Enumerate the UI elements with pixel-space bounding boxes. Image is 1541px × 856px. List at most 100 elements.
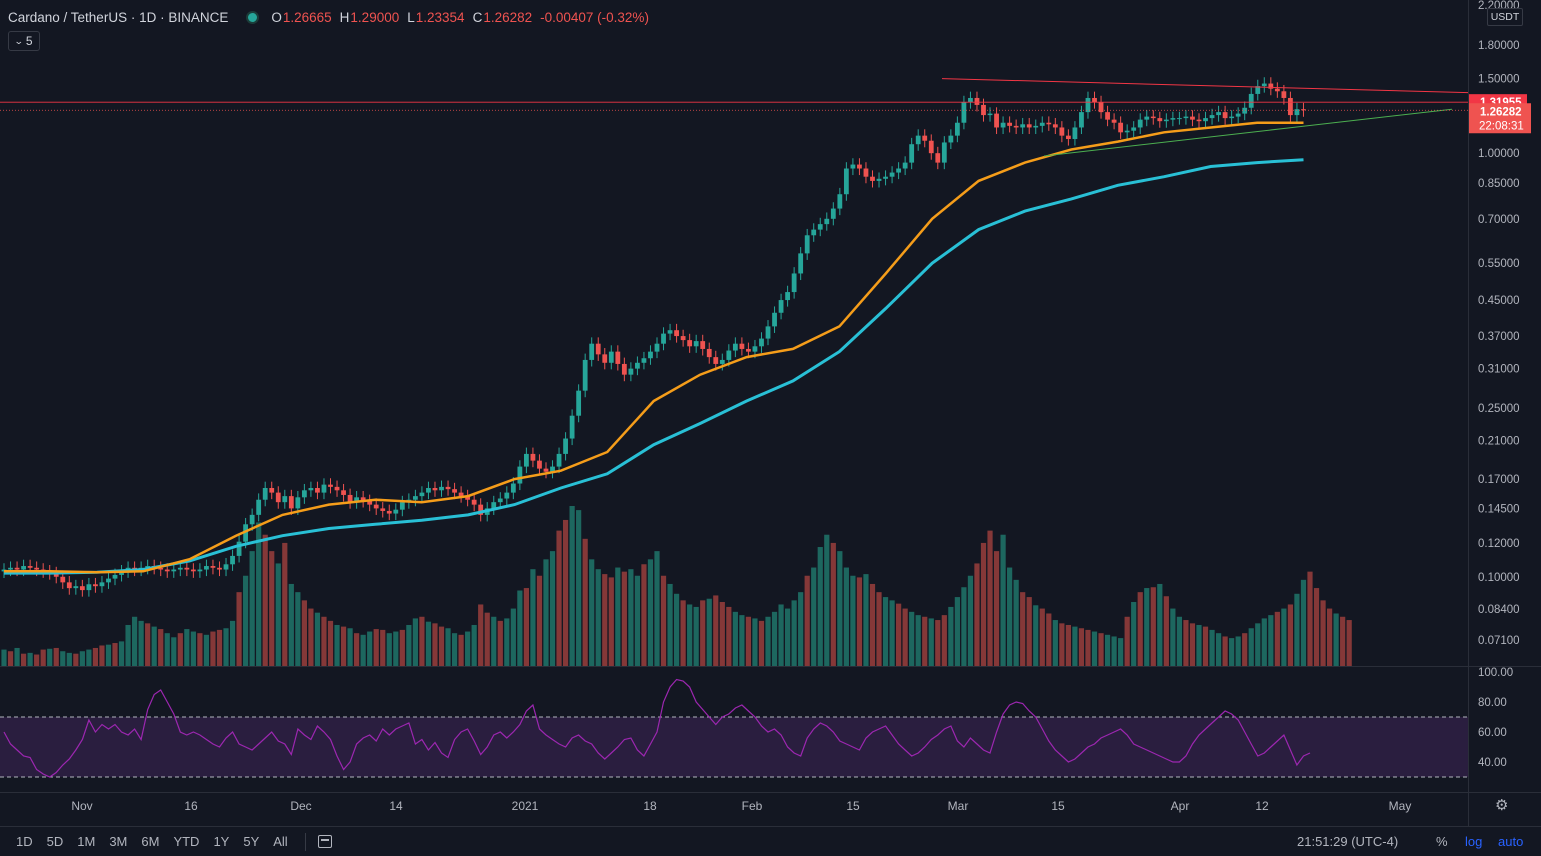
candle-body bbox=[687, 340, 693, 347]
range-1y-button[interactable]: 1Y bbox=[213, 834, 230, 849]
volume-bar bbox=[817, 547, 823, 666]
volume-bar bbox=[882, 597, 889, 666]
candle-body bbox=[1092, 97, 1097, 103]
volume-bar bbox=[1013, 579, 1019, 666]
volume-bar bbox=[73, 653, 79, 666]
range-ytd-button[interactable]: YTD bbox=[173, 834, 200, 849]
low-label: L bbox=[407, 9, 415, 25]
volume-bar bbox=[536, 575, 543, 666]
candle-body bbox=[778, 300, 784, 313]
symbol-legend[interactable]: Cardano / TetherUS · 1D · BINANCE O 1.26… bbox=[8, 8, 657, 26]
candle-body bbox=[1065, 135, 1071, 140]
auto-scale-toggle[interactable]: auto bbox=[1498, 834, 1524, 849]
candle-body bbox=[478, 504, 484, 515]
candle-body bbox=[752, 346, 758, 352]
volume-bar bbox=[909, 611, 915, 666]
volume-bar bbox=[1189, 623, 1196, 666]
candle-body bbox=[1000, 122, 1006, 128]
volume-bar bbox=[941, 615, 947, 666]
currency-badge[interactable]: USDT bbox=[1487, 8, 1523, 26]
volume-bar bbox=[393, 631, 399, 666]
chart-canvas[interactable]: 2.200001.800001.500001.000000.850000.700… bbox=[0, 0, 1541, 826]
volume-bar bbox=[523, 588, 529, 666]
volume-bar bbox=[380, 629, 386, 666]
candle-body bbox=[909, 144, 915, 163]
volume-bar bbox=[1274, 611, 1280, 666]
candle-body bbox=[759, 338, 764, 347]
calendar-icon[interactable] bbox=[317, 835, 332, 848]
volume-bar bbox=[1183, 620, 1189, 666]
candle-body bbox=[621, 363, 627, 375]
range-all-button[interactable]: All bbox=[273, 834, 288, 849]
candle-body bbox=[34, 567, 40, 570]
range-1m-button[interactable]: 1M bbox=[77, 834, 96, 849]
volume-bar bbox=[771, 611, 778, 666]
candle-body bbox=[1033, 125, 1039, 128]
volume-bar bbox=[465, 631, 471, 666]
volume-bar bbox=[1104, 634, 1111, 666]
candle-body bbox=[968, 97, 973, 103]
candle-body bbox=[974, 97, 980, 105]
volume-bar bbox=[190, 631, 196, 666]
candle-body bbox=[1105, 112, 1110, 120]
volume-bar bbox=[504, 618, 510, 666]
price-tick-label: 0.85000 bbox=[1478, 178, 1520, 190]
candle-body bbox=[615, 351, 621, 364]
indicators-collapse-button[interactable]: ⌄ 5 bbox=[8, 31, 40, 51]
range-3m-button[interactable]: 3M bbox=[109, 834, 128, 849]
market-status-icon bbox=[246, 10, 260, 24]
volume-bar bbox=[993, 551, 1000, 666]
percent-scale-toggle[interactable]: % bbox=[1436, 834, 1448, 849]
volume-bar bbox=[1072, 626, 1078, 666]
price-tick-label: 0.31000 bbox=[1478, 364, 1520, 376]
candle-body bbox=[700, 341, 706, 349]
clock-time[interactable]: 21:51:29 (UTC-4) bbox=[1297, 834, 1399, 849]
symbol-title[interactable]: Cardano / TetherUS · 1D · BINANCE bbox=[8, 9, 229, 25]
volume-bar bbox=[112, 643, 118, 666]
volume-bar bbox=[360, 634, 366, 666]
candle-body bbox=[223, 564, 229, 570]
volume-bar bbox=[1215, 633, 1222, 666]
volume-bars bbox=[1, 506, 1352, 666]
volume-bar bbox=[171, 637, 177, 666]
volume-bar bbox=[974, 563, 980, 666]
range-5d-button[interactable]: 5D bbox=[46, 834, 64, 849]
price-tick-label: 0.07100 bbox=[1478, 635, 1520, 647]
trendlines[interactable] bbox=[0, 78, 1469, 157]
volume-bar bbox=[634, 575, 641, 666]
volume-bar bbox=[399, 629, 405, 666]
candle-body bbox=[785, 292, 790, 301]
candle-body bbox=[73, 586, 79, 589]
volume-bar bbox=[615, 567, 621, 666]
range-6m-button[interactable]: 6M bbox=[141, 834, 160, 849]
candle-body bbox=[824, 218, 830, 225]
time-tick-label: Mar bbox=[948, 799, 969, 813]
candle-body bbox=[628, 368, 634, 375]
volume-bar bbox=[373, 629, 379, 666]
volume-bar bbox=[798, 592, 804, 666]
rsi-tick-label: 100.00 bbox=[1478, 667, 1513, 679]
volume-bar bbox=[569, 506, 575, 666]
volume-bar bbox=[1163, 596, 1169, 666]
volume-bar bbox=[1333, 613, 1339, 666]
price-tick-label: 0.37000 bbox=[1478, 331, 1520, 343]
candle-body bbox=[537, 460, 542, 469]
volume-bar bbox=[1235, 636, 1241, 666]
gear-icon[interactable]: ⚙ bbox=[1495, 797, 1509, 814]
log-scale-toggle[interactable]: log bbox=[1465, 834, 1483, 849]
price-tick-label: 0.17000 bbox=[1478, 474, 1520, 486]
candle-body bbox=[1242, 107, 1248, 114]
volume-bar bbox=[1287, 604, 1294, 666]
volume-bar bbox=[406, 624, 412, 666]
candle-body bbox=[791, 273, 797, 293]
candle-body bbox=[66, 582, 72, 589]
candle-body bbox=[1137, 119, 1143, 128]
volume-bar bbox=[1229, 638, 1235, 666]
range-1d-button[interactable]: 1D bbox=[16, 834, 33, 849]
volume-bar bbox=[647, 559, 654, 666]
range-5y-button[interactable]: 5Y bbox=[243, 834, 260, 849]
candle-body bbox=[177, 567, 183, 570]
chart-background bbox=[0, 0, 1541, 826]
candle-body bbox=[1268, 83, 1274, 89]
candle-body bbox=[282, 496, 288, 503]
